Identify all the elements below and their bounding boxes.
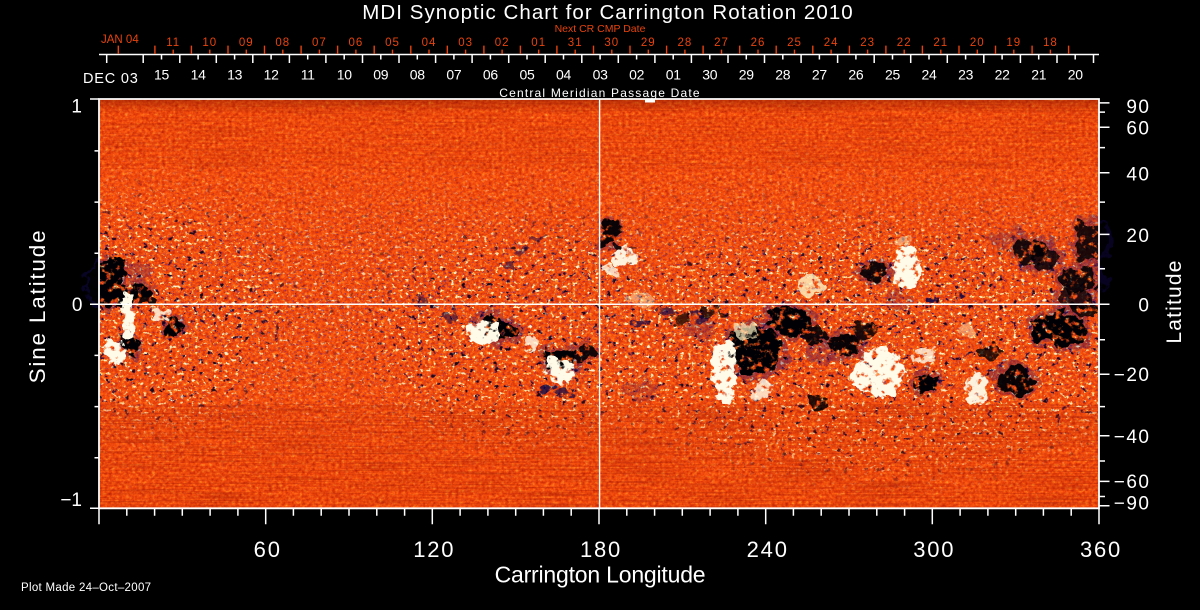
svg-text:240: 240 — [747, 537, 789, 562]
svg-text:26: 26 — [751, 37, 766, 49]
svg-text:02: 02 — [629, 66, 644, 82]
svg-text:06: 06 — [483, 66, 498, 82]
svg-text:29: 29 — [641, 37, 656, 49]
svg-text:360: 360 — [1080, 537, 1122, 562]
svg-text:30: 30 — [702, 66, 717, 82]
svg-text:03: 03 — [593, 66, 608, 82]
svg-text:11: 11 — [301, 66, 315, 82]
svg-text:25: 25 — [885, 66, 900, 82]
svg-text:Latitude: Latitude — [1163, 259, 1186, 343]
svg-text:08: 08 — [275, 37, 290, 49]
svg-text:29: 29 — [739, 66, 754, 82]
svg-text:25: 25 — [787, 37, 802, 49]
svg-text:27: 27 — [714, 37, 729, 49]
svg-text:28: 28 — [678, 37, 693, 49]
svg-text:04: 04 — [422, 37, 437, 49]
svg-text:0: 0 — [1138, 296, 1150, 317]
svg-text:03: 03 — [458, 37, 473, 49]
svg-text:Carrington Longitude: Carrington Longitude — [495, 562, 706, 588]
svg-text:11: 11 — [166, 37, 180, 49]
svg-text:120: 120 — [413, 537, 455, 562]
svg-text:DEC 03: DEC 03 — [83, 71, 139, 87]
svg-text:21: 21 — [933, 37, 948, 49]
svg-text:Plot Made 24–Oct–2007: Plot Made 24–Oct–2007 — [21, 582, 151, 594]
svg-text:23: 23 — [958, 66, 973, 82]
svg-text:06: 06 — [349, 37, 364, 49]
svg-text:40: 40 — [1126, 165, 1150, 186]
svg-text:20: 20 — [1126, 226, 1150, 247]
svg-text:18: 18 — [1043, 37, 1058, 49]
svg-text:09: 09 — [239, 37, 254, 49]
svg-text:−60: −60 — [1114, 472, 1151, 493]
svg-text:13: 13 — [227, 66, 242, 82]
svg-text:12: 12 — [264, 66, 279, 82]
svg-text:−90: −90 — [1114, 494, 1151, 515]
svg-text:10: 10 — [202, 37, 217, 49]
svg-text:24: 24 — [824, 37, 839, 49]
svg-text:08: 08 — [410, 66, 425, 82]
svg-text:20: 20 — [1068, 66, 1083, 82]
svg-text:22: 22 — [995, 66, 1010, 82]
svg-text:04: 04 — [556, 66, 571, 82]
svg-text:10: 10 — [337, 66, 352, 82]
svg-text:02: 02 — [495, 37, 510, 49]
svg-text:23: 23 — [860, 37, 875, 49]
svg-text:90: 90 — [1126, 97, 1150, 118]
svg-text:180: 180 — [580, 537, 622, 562]
svg-text:14: 14 — [191, 66, 206, 82]
svg-text:15: 15 — [154, 66, 169, 82]
svg-text:−20: −20 — [1114, 365, 1151, 386]
svg-text:05: 05 — [520, 66, 535, 82]
svg-text:19: 19 — [1006, 37, 1021, 49]
svg-text:24: 24 — [922, 66, 937, 82]
svg-text:Sine Latitude: Sine Latitude — [25, 229, 50, 384]
svg-text:JAN 04: JAN 04 — [101, 34, 139, 46]
svg-text:07: 07 — [312, 37, 327, 49]
svg-text:05: 05 — [385, 37, 400, 49]
svg-text:Next CR CMP Date: Next CR CMP Date — [555, 23, 646, 35]
svg-text:31: 31 — [568, 37, 583, 49]
svg-text:0: 0 — [72, 295, 83, 316]
svg-text:28: 28 — [775, 66, 790, 82]
svg-text:01: 01 — [531, 37, 546, 49]
svg-text:21: 21 — [1031, 66, 1046, 82]
svg-text:1: 1 — [71, 97, 82, 118]
svg-text:60: 60 — [1126, 119, 1150, 140]
svg-text:01: 01 — [666, 66, 681, 82]
svg-text:27: 27 — [812, 66, 827, 82]
svg-text:−1: −1 — [60, 490, 82, 511]
svg-text:MDI Synoptic Chart for Carring: MDI Synoptic Chart for Carrington Rotati… — [362, 1, 853, 24]
svg-text:22: 22 — [897, 37, 912, 49]
svg-text:07: 07 — [446, 66, 461, 82]
svg-text:26: 26 — [848, 66, 863, 82]
svg-text:Central Meridian Passage Date: Central Meridian Passage Date — [499, 86, 701, 100]
svg-text:09: 09 — [373, 66, 388, 82]
svg-text:300: 300 — [913, 537, 955, 562]
svg-text:60: 60 — [254, 537, 282, 562]
svg-text:−40: −40 — [1114, 427, 1151, 448]
svg-text:30: 30 — [604, 37, 619, 49]
svg-text:20: 20 — [970, 37, 985, 49]
